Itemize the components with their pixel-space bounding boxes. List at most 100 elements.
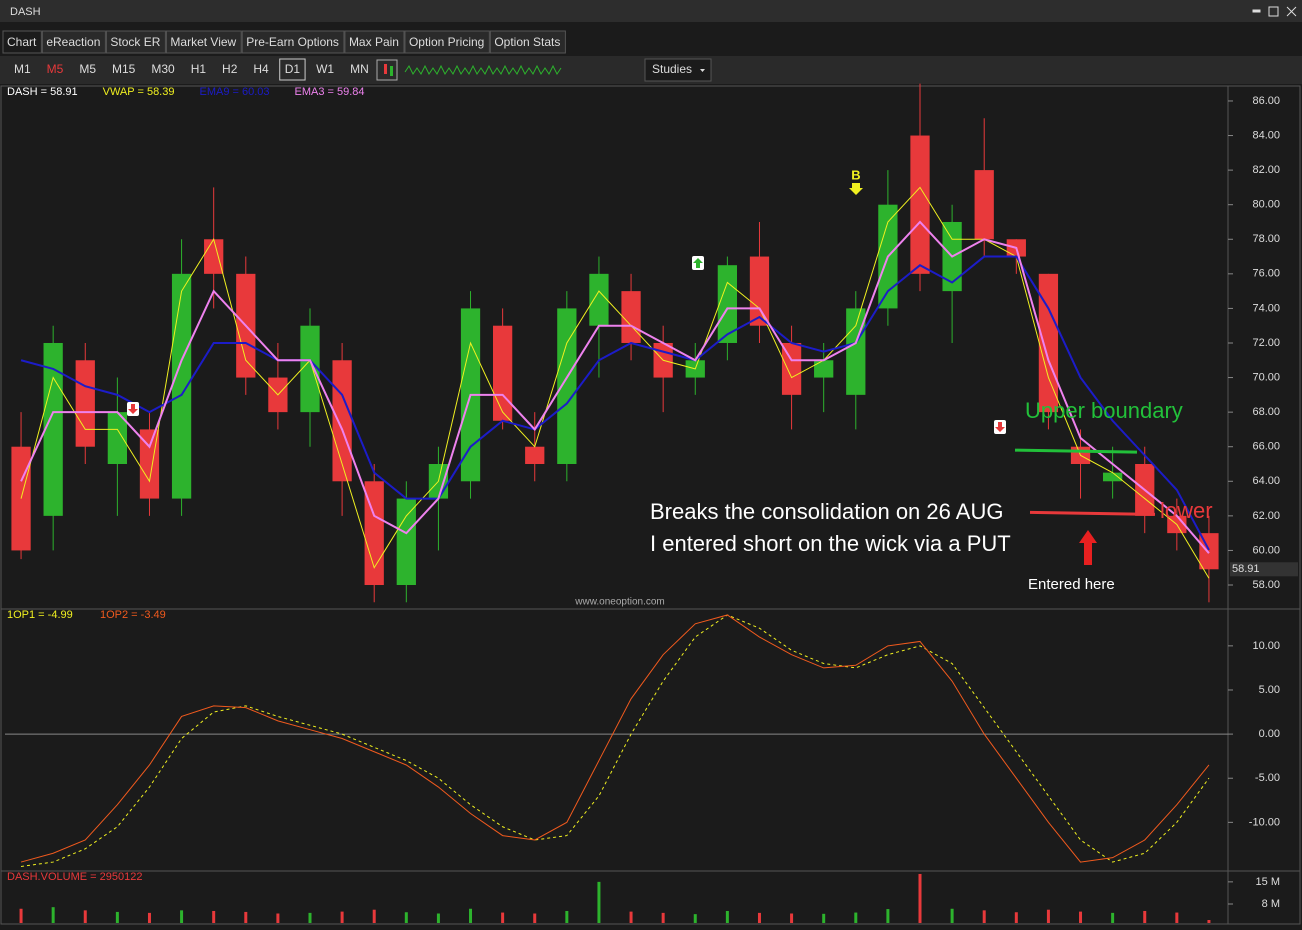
volume-bar — [469, 908, 473, 923]
volume-bar — [533, 913, 537, 923]
annotation: Entered here — [1028, 576, 1115, 593]
y-tick-label: 64.00 — [1252, 475, 1280, 487]
timeframe-button[interactable]: M5 — [79, 62, 96, 76]
tab[interactable]: Pre-Earn Options — [241, 30, 345, 54]
timeframe-button[interactable]: H2 — [222, 62, 238, 76]
y-tick-label: 15 M — [1256, 876, 1280, 888]
y-tick-label: 66.00 — [1252, 441, 1280, 453]
window-controls[interactable] — [1252, 6, 1297, 17]
timeframe-button[interactable]: M1 — [14, 62, 31, 76]
timeframe-button[interactable]: H1 — [191, 62, 207, 76]
tab-bg[interactable] — [344, 30, 405, 54]
timeframe-button[interactable]: M15 — [112, 62, 136, 76]
y-tick-label: 82.00 — [1252, 164, 1280, 176]
legend-entry: VWAP = 58.39 — [103, 86, 175, 98]
tab[interactable]: Max Pain — [344, 30, 405, 54]
y-tick-label: 84.00 — [1252, 129, 1280, 141]
volume-bar — [404, 912, 408, 923]
candle-body — [300, 325, 320, 413]
volume-bar — [436, 913, 440, 923]
volume-bar — [565, 910, 569, 923]
tab[interactable]: Chart — [2, 30, 42, 54]
dropdown-arrow[interactable] — [700, 69, 705, 72]
tab-label[interactable]: Stock ER — [110, 35, 160, 49]
tab-bg[interactable] — [41, 30, 106, 54]
volume-bar — [147, 912, 151, 923]
volume-bar — [1175, 912, 1179, 923]
y-tick-label: 58.00 — [1252, 579, 1280, 591]
panel-borders — [0, 85, 1301, 925]
signal-arrow — [128, 404, 138, 414]
candle-body — [1103, 472, 1123, 482]
tab[interactable]: Stock ER — [105, 30, 166, 54]
tab-bg[interactable] — [2, 30, 42, 54]
tab[interactable]: eReaction — [41, 30, 106, 54]
legend-entry: DASH.VOLUME = 2950122 — [7, 871, 142, 883]
candle-body — [493, 325, 513, 421]
tab[interactable]: Market View — [165, 30, 242, 54]
volume-bar — [950, 908, 954, 923]
volume-bar — [790, 913, 794, 923]
tab-label[interactable]: Option Pricing — [409, 35, 484, 49]
last-price-tag — [1230, 562, 1298, 577]
timeframe-selected[interactable] — [279, 58, 306, 81]
volume-bar — [918, 873, 922, 923]
volume-bar — [725, 910, 729, 923]
tab-label[interactable]: Max Pain — [349, 35, 399, 49]
annotation: Upper boundary — [1025, 398, 1183, 423]
y-tick-label: 70.00 — [1252, 371, 1280, 383]
volume-bar — [244, 911, 248, 923]
tab-label[interactable]: Option Stats — [494, 35, 560, 49]
volume-bar — [51, 907, 55, 923]
timeframe-button[interactable]: M30 — [151, 62, 175, 76]
studies-label[interactable]: Studies — [652, 62, 692, 76]
tab-bg[interactable] — [105, 30, 166, 54]
candle-body — [75, 360, 95, 447]
volume-bar — [276, 913, 280, 923]
timeframe-button[interactable]: W1 — [316, 62, 334, 76]
y-tick-label: 78.00 — [1252, 233, 1280, 245]
tab-bg[interactable] — [165, 30, 242, 54]
candle-body — [1038, 273, 1059, 413]
timeframe-button[interactable]: H4 — [253, 62, 269, 76]
tab-bg[interactable] — [241, 30, 345, 54]
tab-bg[interactable] — [404, 30, 490, 54]
volume-bar — [180, 910, 184, 923]
annotation: Breaks the consolidation on 26 AUG — [650, 499, 1003, 524]
timeframe-button[interactable]: D1 — [285, 62, 301, 76]
y-tick-label: 5.00 — [1259, 684, 1280, 696]
volume-bar — [1143, 910, 1147, 923]
timeframe-button[interactable]: M5 — [47, 62, 64, 76]
tab-bg[interactable] — [489, 30, 566, 54]
y-tick-label: 0.00 — [1259, 728, 1280, 740]
y-tick-label: 8 M — [1262, 898, 1280, 910]
candle-body — [621, 291, 641, 343]
tab[interactable]: Option Pricing — [404, 30, 490, 54]
candle-body — [204, 239, 224, 274]
timeframe-button[interactable]: MN — [350, 62, 369, 76]
volume-bar — [854, 912, 858, 923]
tab-label[interactable]: Chart — [7, 35, 37, 49]
volume-bar — [597, 881, 601, 923]
signal-arrow — [995, 422, 1005, 432]
candle-body — [139, 429, 160, 499]
tab[interactable]: Option Stats — [489, 30, 566, 54]
tab-label[interactable]: Market View — [170, 35, 236, 49]
studies-button[interactable] — [644, 58, 712, 82]
tab-label[interactable]: Pre-Earn Options — [246, 35, 339, 49]
volume-bar — [1046, 909, 1050, 923]
candle-body — [814, 360, 834, 378]
legend-entry: DASH = 58.91 — [7, 86, 78, 98]
volume-bar — [1207, 919, 1211, 923]
indicator-line — [20, 255, 1210, 551]
volume-bar — [886, 909, 890, 923]
candle-body — [525, 446, 545, 464]
chart-type-icons[interactable] — [376, 59, 562, 81]
signal-marker: B — [851, 167, 860, 182]
tab-label[interactable]: eReaction — [46, 35, 100, 49]
volume-bar — [693, 914, 697, 923]
y-tick-label: 62.00 — [1252, 510, 1280, 522]
y-tick-label: 60.00 — [1252, 544, 1280, 556]
volume-bar — [115, 911, 119, 923]
